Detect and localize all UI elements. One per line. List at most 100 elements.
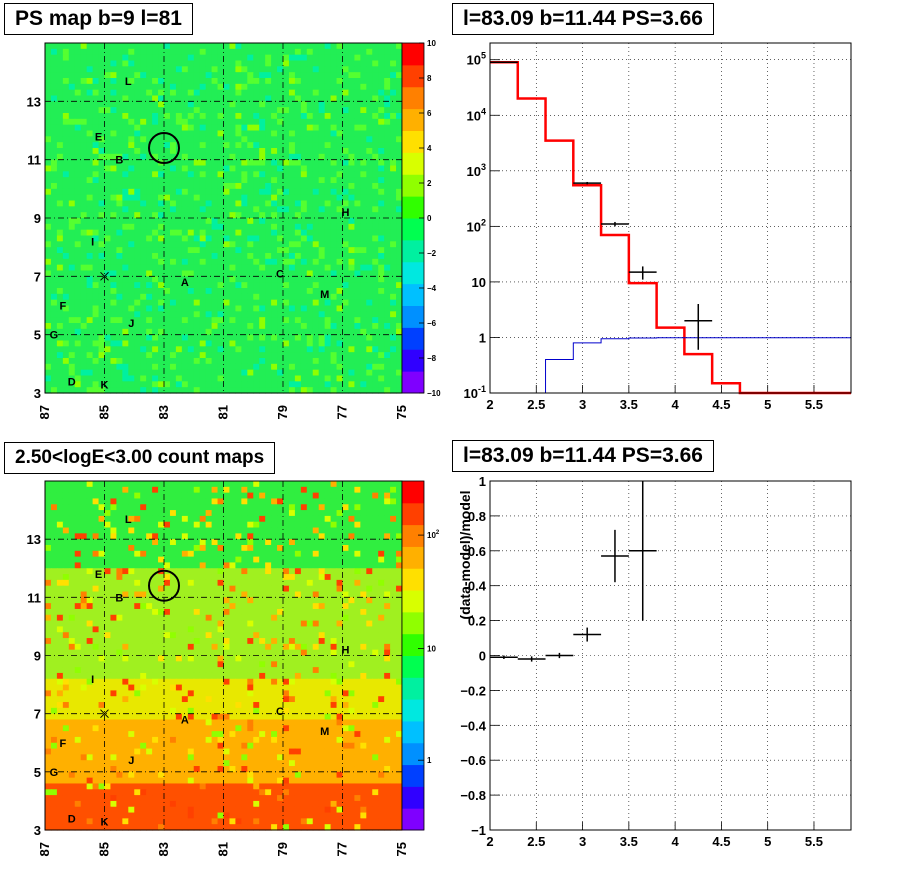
ps_map-pixel — [360, 66, 367, 73]
ps_map-pixel — [342, 247, 350, 254]
count_map-pixel — [372, 504, 379, 511]
count_map-pixel — [342, 504, 350, 511]
ps_map-pixel — [294, 107, 302, 114]
ps_map-pixel — [241, 218, 248, 225]
ps_map-pixel — [288, 375, 296, 382]
ps_map-pixel — [146, 358, 153, 365]
ps_map-pixel — [354, 188, 361, 196]
ps_map-pixel — [128, 78, 135, 85]
ps_map-pixel — [366, 363, 373, 371]
ps_map-pixel — [306, 323, 314, 330]
ps_map-pixel — [294, 270, 302, 277]
ps_map-pixel — [211, 363, 219, 371]
count_map-pixel — [396, 556, 403, 564]
count_map-pixel — [92, 521, 100, 529]
count_map-pixel — [211, 591, 219, 598]
ps_map-pixel — [86, 387, 94, 394]
ps_map-pixel — [80, 206, 88, 213]
ps_map-pixel — [390, 346, 397, 353]
ps_map-pixel — [74, 165, 82, 172]
count_map-pixel — [205, 510, 213, 517]
count_map-pixel — [98, 533, 106, 540]
ps_map-pixel — [271, 346, 278, 353]
ps_map-pixel — [98, 375, 106, 382]
ps_map-pixel — [229, 229, 236, 237]
ps_map-pixel — [110, 206, 117, 213]
ps_map-pixel — [122, 223, 129, 231]
count_map-pixel — [122, 574, 129, 581]
count_map-pixel — [336, 579, 344, 587]
count_map-pixel — [86, 504, 94, 511]
ps_map-pixel — [181, 299, 189, 307]
ps_map-pixel — [372, 346, 379, 353]
ps_map-pixel — [259, 369, 266, 377]
ps_map-pixel — [193, 43, 201, 50]
ps_map-pixel — [265, 206, 272, 213]
count_map-pixel — [116, 562, 123, 569]
ps_map-pixel — [68, 188, 76, 196]
ps_map-pixel — [92, 381, 100, 388]
ps_map-pixel — [56, 328, 64, 336]
ps_map-pixel — [193, 340, 201, 347]
count_map-pixel — [348, 486, 355, 494]
ps_map-pixel — [271, 381, 278, 388]
count_map-pixel — [229, 527, 236, 534]
ps_map-pixel — [223, 223, 231, 231]
ps_map-pixel — [128, 153, 135, 161]
ps_map-pixel — [348, 78, 355, 85]
ps_map-pixel — [116, 311, 123, 318]
ps_map-pixel — [342, 328, 350, 336]
ps_map-pixel — [390, 159, 397, 167]
ps_map-pixel — [300, 200, 308, 207]
ps_map-pixel — [366, 194, 373, 202]
ps_map-pixel — [253, 136, 260, 143]
ps_map-pixel — [50, 358, 58, 365]
count_map-pixel — [229, 544, 236, 552]
count_map-pixel — [324, 591, 332, 598]
ps_map-pixel — [169, 107, 177, 114]
ps_map-pixel — [134, 43, 141, 50]
count_map-pixel — [68, 521, 76, 529]
spectrum-title: l=83.09 b=11.44 PS=3.66 — [452, 3, 714, 35]
count_map-pixel — [342, 591, 350, 598]
ps_map-pixel — [169, 258, 177, 266]
count_map-pixel — [271, 481, 278, 488]
count_map-pixel — [259, 556, 266, 564]
ps_map-pixel — [134, 299, 141, 307]
ps_map-pixel — [211, 212, 219, 219]
ps_map-pixel — [360, 60, 367, 67]
ps_map-pixel — [110, 66, 117, 73]
ps_map-pixel — [140, 363, 147, 371]
ps_map-pixel — [259, 311, 266, 318]
ps_map-pixel — [104, 247, 112, 254]
count_map-pixel — [62, 579, 70, 587]
ps_map-pixel — [348, 188, 355, 196]
ps_map-pixel — [116, 235, 123, 242]
count_map-pixel — [140, 585, 147, 593]
ps_map-pixel — [271, 264, 278, 272]
ps_map-pixel — [158, 288, 165, 295]
ps_map-pixel — [110, 334, 117, 342]
count_map-pixel — [134, 550, 141, 558]
count_map-pixel — [205, 486, 213, 494]
ps_map-pixel — [318, 346, 326, 353]
ps_map-pixel — [378, 43, 385, 50]
ps_map-pixel — [360, 72, 367, 79]
ps_map-pixel — [253, 352, 260, 359]
count_map-pixel — [128, 486, 135, 494]
ps_map-pixel — [318, 363, 326, 371]
ps_map-pixel — [384, 188, 391, 196]
ps_map-pixel — [324, 235, 332, 242]
ps_map-pixel — [288, 66, 296, 73]
ps_map-pixel — [247, 352, 254, 359]
ps_map-pixel — [277, 288, 284, 295]
ps_map-pixel — [152, 136, 159, 143]
ps_map-pixel — [98, 317, 106, 324]
count_map-pixel — [199, 539, 207, 546]
ps_map-pixel — [396, 60, 403, 67]
ps_map-pixel — [146, 235, 153, 242]
ps_map-pixel — [217, 48, 225, 56]
ps_map-pixel — [181, 159, 189, 167]
count_map-pixel — [45, 498, 52, 505]
ps_map-pixel — [134, 340, 141, 347]
